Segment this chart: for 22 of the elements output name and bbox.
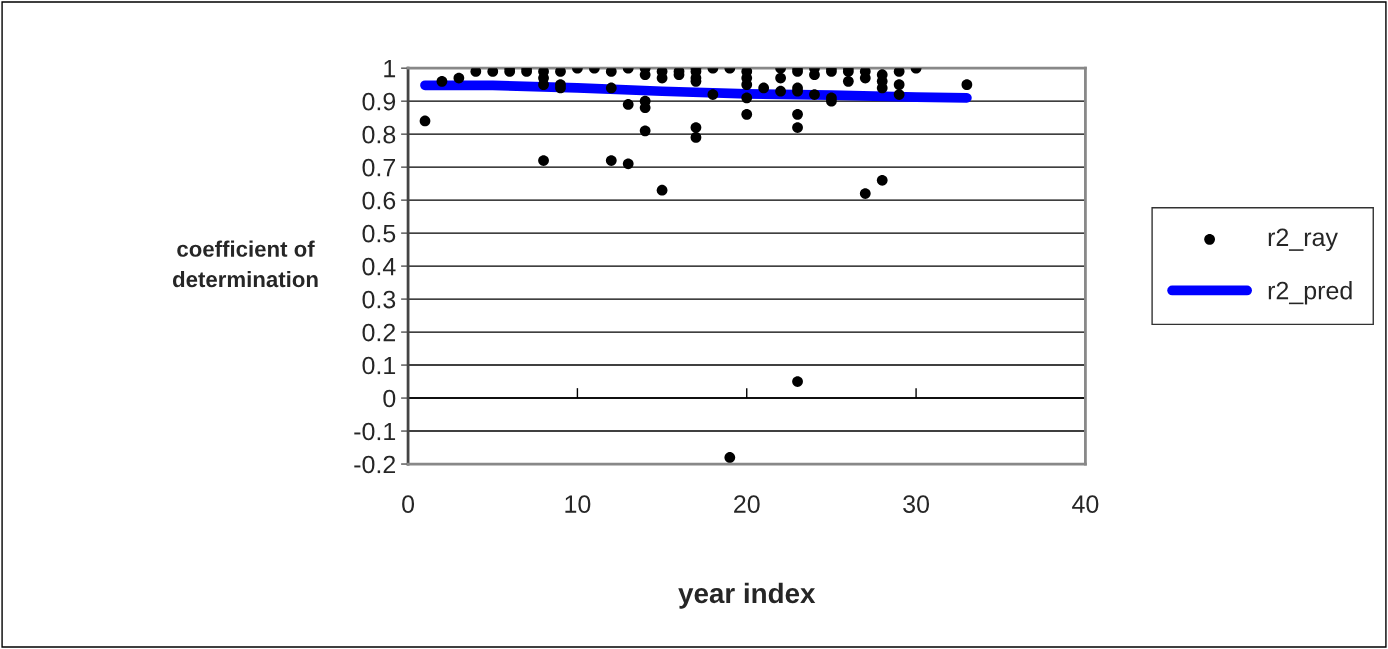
x-tick-label: 40 bbox=[1072, 495, 1099, 513]
y-tick-label: 0.7 bbox=[362, 158, 396, 177]
legend-label: r2_ray bbox=[1268, 228, 1338, 252]
x-axis-title: year index bbox=[678, 582, 816, 609]
y-tick-label: 0.2 bbox=[362, 323, 396, 342]
legend-label: r2_pred bbox=[1268, 281, 1352, 305]
y-tick-label: 0.3 bbox=[362, 290, 396, 309]
x-tick-label: 30 bbox=[903, 495, 930, 513]
y-tick-label: 0.5 bbox=[362, 224, 396, 243]
y-tick-label: -0.2 bbox=[354, 455, 396, 474]
x-tick-label: 10 bbox=[565, 495, 591, 513]
y-tick-label: 0.9 bbox=[362, 92, 396, 111]
y-tick-label: 0.4 bbox=[362, 257, 396, 276]
y-tick-label: -0.1 bbox=[354, 422, 396, 441]
y-tick-label: 0 bbox=[383, 389, 396, 408]
y-axis-title: coefficient of determination bbox=[172, 240, 318, 288]
y-tick-label: 0.1 bbox=[362, 356, 396, 375]
x-tick-label: 0 bbox=[402, 495, 415, 513]
x-tick-label: 20 bbox=[734, 495, 760, 513]
y-tick-label: 0.8 bbox=[362, 125, 396, 144]
y-tick-label: 1 bbox=[384, 60, 396, 78]
y-tick-label: 0.6 bbox=[362, 191, 396, 210]
